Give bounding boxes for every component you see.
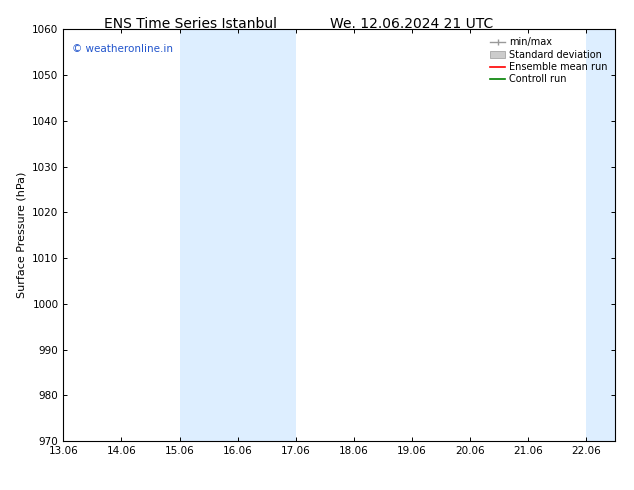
- Y-axis label: Surface Pressure (hPa): Surface Pressure (hPa): [16, 172, 27, 298]
- Legend: min/max, Standard deviation, Ensemble mean run, Controll run: min/max, Standard deviation, Ensemble me…: [488, 34, 610, 87]
- Text: © weatheronline.in: © weatheronline.in: [72, 44, 172, 54]
- Text: ENS Time Series Istanbul: ENS Time Series Istanbul: [104, 17, 276, 31]
- Bar: [586, 29, 615, 441]
- Text: We. 12.06.2024 21 UTC: We. 12.06.2024 21 UTC: [330, 17, 494, 31]
- Bar: [179, 29, 295, 441]
